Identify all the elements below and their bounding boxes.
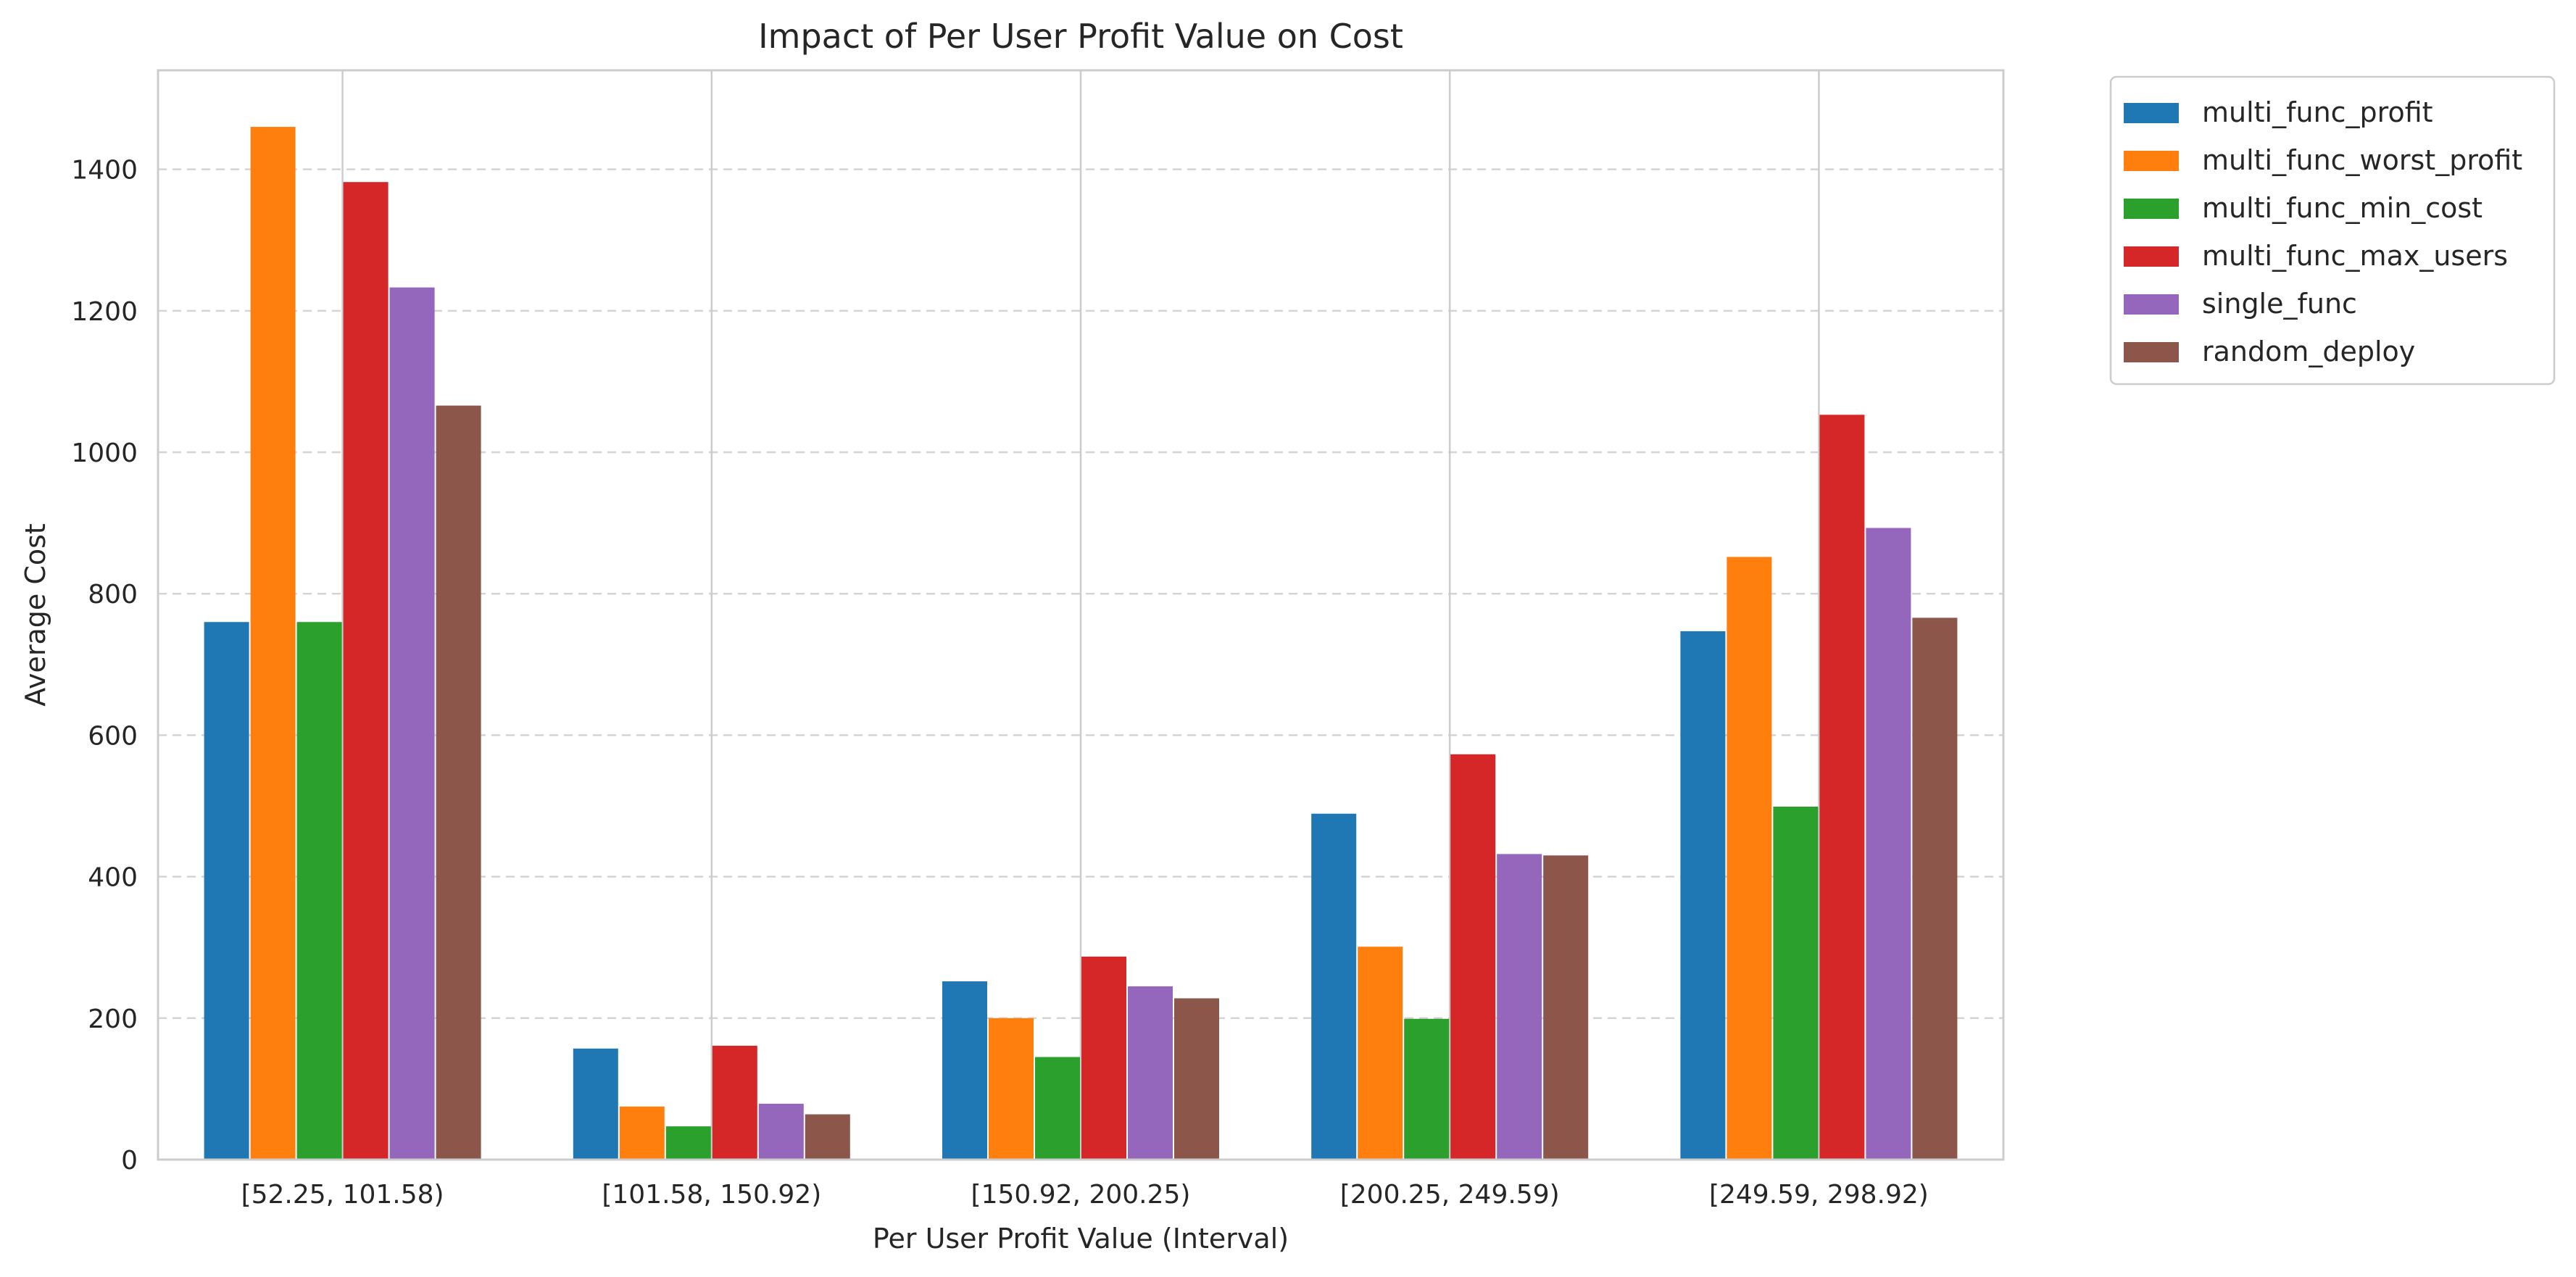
legend-entry: single_func (2202, 288, 2357, 320)
x-tick-label: [52.25, 101.58) (241, 1180, 444, 1210)
bar-random_deploy (1912, 617, 1958, 1160)
bar-single_func (758, 1103, 804, 1160)
legend-entry: multi_func_worst_profit (2202, 144, 2522, 176)
bar-single_func (1866, 528, 1911, 1160)
y-tick-label: 600 (88, 721, 138, 751)
bar-random_deploy (436, 405, 481, 1160)
x-tick-label: [101.58, 150.92) (602, 1180, 821, 1210)
bar-multi_func_profit (204, 622, 249, 1160)
y-axis-label: Average Cost (20, 523, 51, 707)
bar-multi_func_worst_profit (619, 1106, 665, 1160)
bar-random_deploy (1543, 855, 1589, 1160)
bar-multi_func_min_cost (296, 622, 342, 1160)
chart-title: Impact of Per User Profit Value on Cost (758, 17, 1403, 56)
legend-entry: multi_func_max_users (2202, 240, 2508, 272)
legend-entry: multi_func_profit (2202, 96, 2433, 128)
bar-multi_func_profit (1311, 813, 1357, 1160)
plot-area-frame (157, 69, 2005, 1161)
legend-box (2109, 75, 2556, 386)
bar-multi_func_profit (573, 1048, 618, 1160)
bar-multi_func_worst_profit (1358, 947, 1403, 1160)
x-tick-label: [200.25, 249.59) (1340, 1180, 1560, 1210)
y-tick-label: 1200 (71, 297, 138, 327)
legend-swatch (2124, 294, 2179, 315)
bar-multi_func_max_users (712, 1045, 757, 1160)
bar-single_func (1497, 854, 1542, 1160)
legend-swatch (2124, 342, 2179, 362)
legend-entry: multi_func_min_cost (2202, 192, 2482, 224)
bar-single_func (1128, 986, 1173, 1160)
bar-multi_func_min_cost (1404, 1018, 1450, 1160)
bar-multi_func_worst_profit (250, 127, 296, 1160)
x-tick-label: [249.59, 298.92) (1709, 1180, 1929, 1210)
y-tick-label: 200 (88, 1004, 138, 1034)
bar-single_func (389, 287, 435, 1160)
legend-swatch (2124, 151, 2179, 171)
bar-multi_func_max_users (1450, 754, 1496, 1160)
legend-swatch (2124, 199, 2179, 219)
bar-random_deploy (805, 1114, 850, 1160)
bar-multi_func_worst_profit (989, 1018, 1034, 1160)
bar-multi_func_min_cost (1773, 806, 1819, 1160)
bar-multi_func_max_users (343, 182, 389, 1160)
y-tick-label: 800 (88, 580, 138, 610)
bars (204, 127, 1958, 1160)
y-tick-label: 0 (121, 1146, 138, 1176)
bar-multi_func_min_cost (665, 1126, 711, 1160)
y-tick-label: 1000 (71, 438, 138, 468)
bar-multi_func_min_cost (1035, 1057, 1080, 1160)
y-tick-label: 400 (88, 863, 138, 893)
bar-multi_func_max_users (1081, 956, 1126, 1160)
bar-multi_func_max_users (1819, 415, 1865, 1160)
x-axis-label: Per User Profit Value (Interval) (873, 1223, 1289, 1255)
bar-multi_func_profit (1680, 631, 1726, 1160)
y-tick-label: 1400 (71, 156, 138, 186)
legend: multi_func_profit multi_func_worst_profit… (2109, 75, 2556, 386)
legend-swatch (2124, 246, 2179, 267)
y-tick-labels: 0 200 400 600 800 1000 1200 1400 (71, 156, 138, 1176)
bar-multi_func_worst_profit (1727, 557, 1772, 1160)
legend-swatch (2124, 103, 2179, 123)
bar-random_deploy (1174, 998, 1219, 1160)
x-tick-labels: [52.25, 101.58) [101.58, 150.92) [150.92, … (241, 1180, 1929, 1210)
bar-multi_func_profit (942, 981, 987, 1160)
x-tick-label: [150.92, 200.25) (971, 1180, 1191, 1210)
legend-entry: random_deploy (2202, 336, 2415, 367)
